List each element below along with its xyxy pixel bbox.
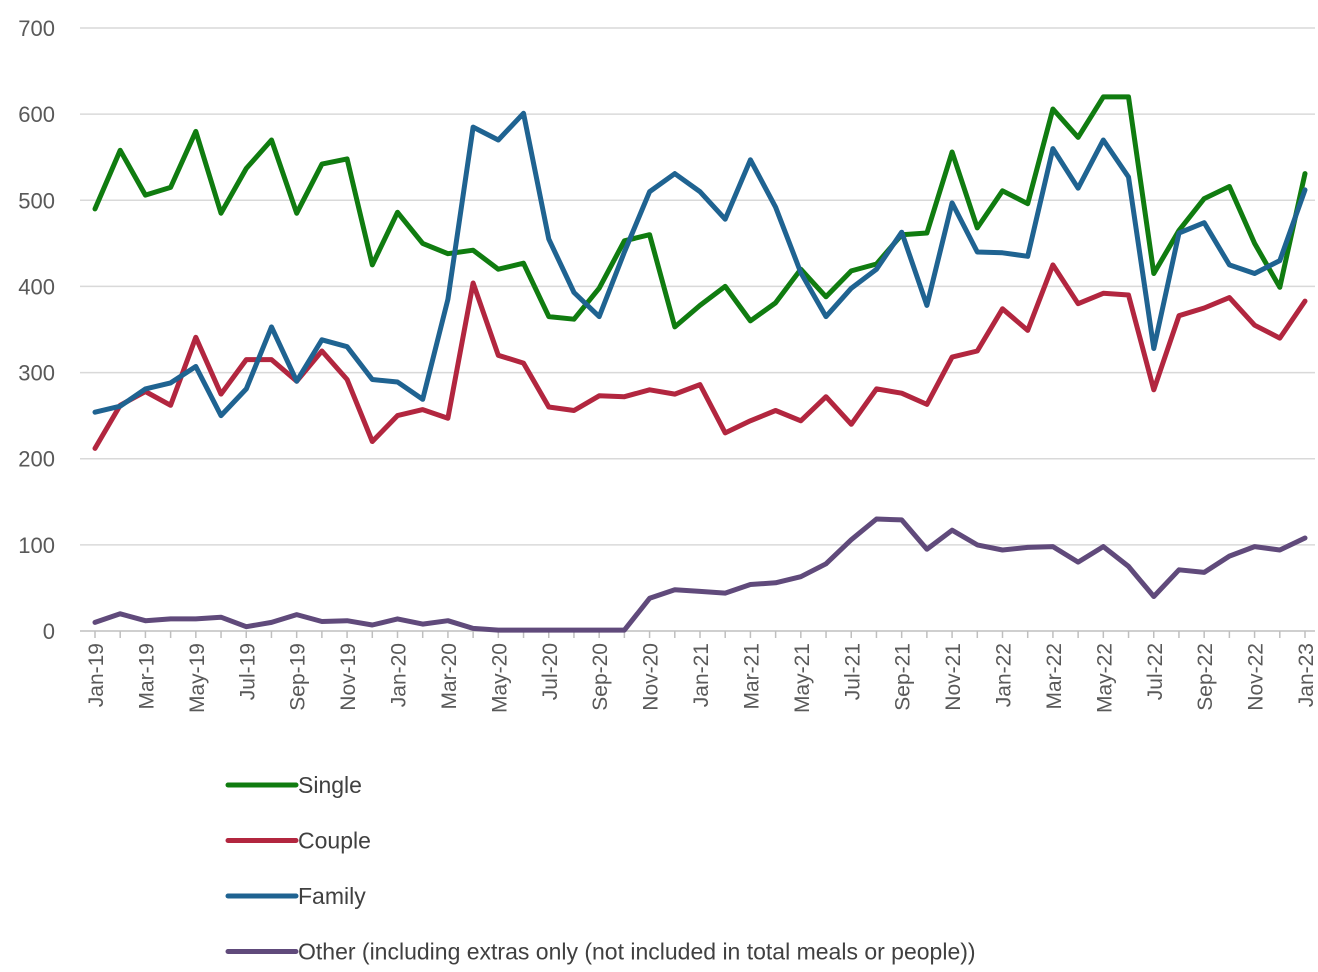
y-axis: 0 100 200 300 400 500 600 700 bbox=[18, 16, 55, 644]
legend: Single Couple Family Other (including extra… bbox=[225, 772, 976, 965]
series-3 bbox=[92, 110, 1308, 419]
legend-item: Other (including extras only (not includ… bbox=[225, 939, 976, 965]
series-line-couple bbox=[92, 262, 1308, 451]
legend-label: Single bbox=[298, 772, 362, 798]
legend-label: Family bbox=[298, 883, 366, 909]
x-tick-label: Sep-19 bbox=[287, 643, 310, 711]
series-1 bbox=[92, 94, 1308, 330]
x-tick-label: Nov-21 bbox=[942, 643, 965, 711]
legend-label: Other (including extras only (not includ… bbox=[298, 939, 976, 965]
x-tick-label: May-22 bbox=[1093, 643, 1116, 713]
x-tick-label: Sep-20 bbox=[589, 643, 612, 711]
x-tick-label: Jan-22 bbox=[993, 643, 1016, 707]
x-tick-label: Jan-19 bbox=[85, 643, 108, 707]
x-tick-label: Mar-19 bbox=[135, 643, 158, 710]
x-tick-label: Mar-22 bbox=[1043, 643, 1066, 710]
y-tick-label: 100 bbox=[18, 533, 55, 558]
series-4 bbox=[92, 516, 1308, 633]
x-tick-label: Nov-20 bbox=[640, 643, 663, 711]
x-axis: Jan-19 Mar-19 May-19 Jul-19 Sep-19 Nov-19 Jan-… bbox=[80, 630, 1318, 713]
x-tick-label: Jul-20 bbox=[539, 643, 562, 700]
x-tick-label: May-21 bbox=[791, 643, 814, 713]
y-tick-label: 500 bbox=[18, 188, 55, 213]
legend-label: Couple bbox=[298, 828, 371, 854]
x-tick-label: Sep-22 bbox=[1194, 643, 1217, 711]
y-tick-label: 0 bbox=[43, 619, 55, 644]
y-tick-label: 700 bbox=[18, 16, 55, 41]
x-tick-label: Jan-23 bbox=[1295, 643, 1318, 707]
y-tick-label: 300 bbox=[18, 361, 55, 386]
x-tick-label: Nov-22 bbox=[1245, 643, 1268, 711]
x-tick-label: Jan-20 bbox=[388, 643, 411, 707]
x-tick-label: Sep-21 bbox=[892, 643, 915, 711]
series-line-other bbox=[92, 516, 1308, 633]
y-tick-label: 600 bbox=[18, 102, 55, 127]
y-tick-label: 200 bbox=[18, 447, 55, 472]
x-tick-label: Jan-21 bbox=[690, 643, 713, 707]
x-tick-label: Jul-21 bbox=[841, 643, 864, 700]
x-tick-label: Jul-19 bbox=[236, 643, 259, 700]
x-tick-label: Jul-22 bbox=[1144, 643, 1167, 700]
series-line-single bbox=[92, 94, 1308, 330]
legend-item: Couple bbox=[225, 828, 371, 854]
x-tick-label: May-20 bbox=[488, 643, 511, 713]
x-tick-label: May-19 bbox=[186, 643, 209, 713]
x-tick-label: Mar-21 bbox=[740, 643, 763, 710]
legend-item: Family bbox=[225, 883, 366, 909]
x-tick-label: Mar-20 bbox=[438, 643, 461, 710]
legend-item: Single bbox=[225, 772, 362, 798]
y-tick-label: 400 bbox=[18, 274, 55, 299]
series-2 bbox=[92, 262, 1308, 451]
series-line-family bbox=[92, 110, 1308, 419]
series-lines bbox=[92, 94, 1308, 633]
x-tick-label: Nov-19 bbox=[337, 643, 360, 711]
